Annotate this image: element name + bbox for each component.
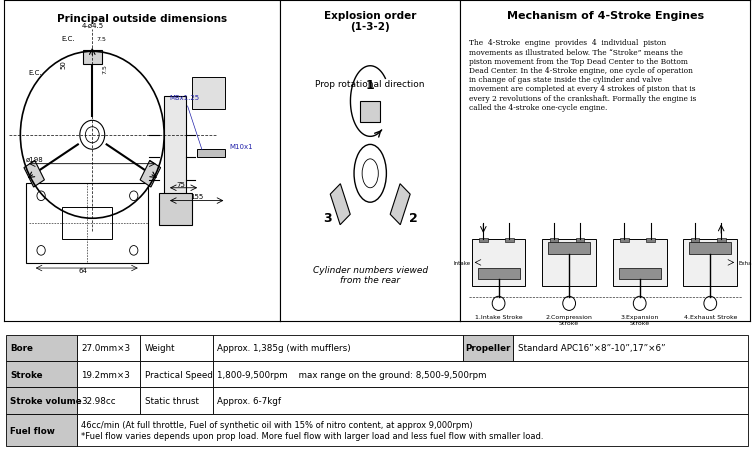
FancyBboxPatch shape: [463, 335, 513, 362]
Text: Fuel flow: Fuel flow: [11, 426, 56, 435]
Text: 27.0mm×3: 27.0mm×3: [81, 344, 131, 353]
Polygon shape: [360, 102, 380, 123]
Text: Stroke: Stroke: [11, 370, 43, 379]
Text: The  4-Stroke  engine  provides  4  individual  piston
movements as illustrated : The 4-Stroke engine provides 4 individua…: [468, 39, 696, 111]
FancyBboxPatch shape: [684, 239, 737, 286]
Text: 7.5: 7.5: [102, 64, 107, 74]
Text: Exhaust: Exhaust: [738, 260, 752, 265]
Text: Practical Speed: Practical Speed: [145, 370, 213, 379]
Text: M10x1: M10x1: [229, 143, 253, 149]
FancyBboxPatch shape: [197, 150, 225, 158]
Text: 1: 1: [365, 79, 374, 92]
Text: 2.Compression
Stroke: 2.Compression Stroke: [546, 314, 593, 325]
Text: E.C.: E.C.: [29, 69, 42, 76]
Text: 46cc/min (At full throttle, Fuel of synthetic oil with 15% of nitro content, at : 46cc/min (At full throttle, Fuel of synt…: [81, 420, 544, 440]
Text: Prop rotational direction: Prop rotational direction: [315, 79, 425, 88]
Text: 7.5: 7.5: [96, 37, 106, 42]
Text: Approx. 1,385g (with mufflers): Approx. 1,385g (with mufflers): [217, 344, 351, 353]
Text: Standard APC16”×8”-10”,17”×6”: Standard APC16”×8”-10”,17”×6”: [517, 344, 665, 353]
FancyBboxPatch shape: [472, 239, 526, 286]
Text: 32.98cc: 32.98cc: [81, 396, 116, 405]
FancyBboxPatch shape: [141, 335, 213, 362]
Text: 50: 50: [60, 60, 66, 69]
Text: Propeller: Propeller: [465, 344, 511, 353]
Text: Cylinder numbers viewed
from the rear: Cylinder numbers viewed from the rear: [313, 265, 428, 285]
FancyBboxPatch shape: [164, 97, 186, 199]
Text: Explosion order
(1-3-2): Explosion order (1-3-2): [324, 10, 417, 32]
FancyBboxPatch shape: [26, 184, 147, 264]
Text: Stroke volume: Stroke volume: [11, 396, 82, 405]
Polygon shape: [24, 161, 44, 188]
Text: 64: 64: [78, 267, 87, 273]
Text: E.C.: E.C.: [62, 36, 75, 42]
FancyBboxPatch shape: [717, 239, 726, 243]
FancyBboxPatch shape: [62, 207, 111, 239]
FancyBboxPatch shape: [478, 268, 520, 280]
FancyBboxPatch shape: [646, 239, 655, 243]
FancyBboxPatch shape: [548, 243, 590, 254]
FancyBboxPatch shape: [213, 335, 463, 362]
FancyBboxPatch shape: [690, 243, 732, 254]
FancyBboxPatch shape: [479, 239, 488, 243]
Text: 4-ø4.5: 4-ø4.5: [81, 23, 103, 29]
Text: M8x1.25: M8x1.25: [170, 95, 202, 151]
FancyBboxPatch shape: [542, 239, 596, 286]
Text: 1,800-9,500rpm    max range on the ground: 8,500-9,500rpm: 1,800-9,500rpm max range on the ground: …: [217, 370, 487, 379]
Text: Principal outside dimensions: Principal outside dimensions: [57, 14, 227, 24]
FancyBboxPatch shape: [77, 335, 141, 362]
Text: Static thrust: Static thrust: [145, 396, 199, 405]
FancyBboxPatch shape: [505, 239, 514, 243]
Text: Weight: Weight: [145, 344, 175, 353]
FancyBboxPatch shape: [6, 387, 77, 414]
FancyBboxPatch shape: [613, 239, 666, 286]
FancyBboxPatch shape: [159, 193, 192, 225]
Text: ø198: ø198: [26, 156, 44, 162]
FancyBboxPatch shape: [6, 362, 77, 387]
Text: 75: 75: [177, 182, 186, 188]
FancyBboxPatch shape: [77, 387, 141, 414]
FancyBboxPatch shape: [77, 362, 141, 387]
Text: 2: 2: [408, 212, 417, 225]
Text: Bore: Bore: [11, 344, 33, 353]
FancyBboxPatch shape: [213, 362, 748, 387]
Text: 3: 3: [323, 212, 332, 225]
FancyBboxPatch shape: [141, 387, 213, 414]
FancyBboxPatch shape: [620, 239, 629, 243]
Text: 3.Expansion
Stroke: 3.Expansion Stroke: [620, 314, 659, 325]
Polygon shape: [140, 161, 161, 188]
Polygon shape: [330, 184, 350, 225]
Circle shape: [354, 145, 387, 203]
Text: Intake: Intake: [453, 260, 470, 265]
Text: 155: 155: [190, 194, 204, 200]
Text: Approx. 6-7kgf: Approx. 6-7kgf: [217, 396, 281, 405]
Text: 4.Exhaust Stroke: 4.Exhaust Stroke: [684, 314, 737, 319]
FancyBboxPatch shape: [690, 239, 699, 243]
FancyBboxPatch shape: [192, 78, 225, 110]
FancyBboxPatch shape: [550, 239, 558, 243]
Text: 1.Intake Stroke: 1.Intake Stroke: [475, 314, 523, 319]
FancyBboxPatch shape: [6, 414, 77, 446]
Polygon shape: [83, 51, 102, 65]
FancyBboxPatch shape: [619, 268, 661, 280]
FancyBboxPatch shape: [141, 362, 213, 387]
FancyBboxPatch shape: [213, 387, 748, 414]
FancyBboxPatch shape: [6, 335, 77, 362]
FancyBboxPatch shape: [576, 239, 584, 243]
Text: 19.2mm×3: 19.2mm×3: [81, 370, 130, 379]
FancyBboxPatch shape: [77, 414, 748, 446]
FancyBboxPatch shape: [513, 335, 748, 362]
Polygon shape: [390, 184, 410, 225]
Text: Mechanism of 4-Stroke Engines: Mechanism of 4-Stroke Engines: [507, 10, 704, 20]
